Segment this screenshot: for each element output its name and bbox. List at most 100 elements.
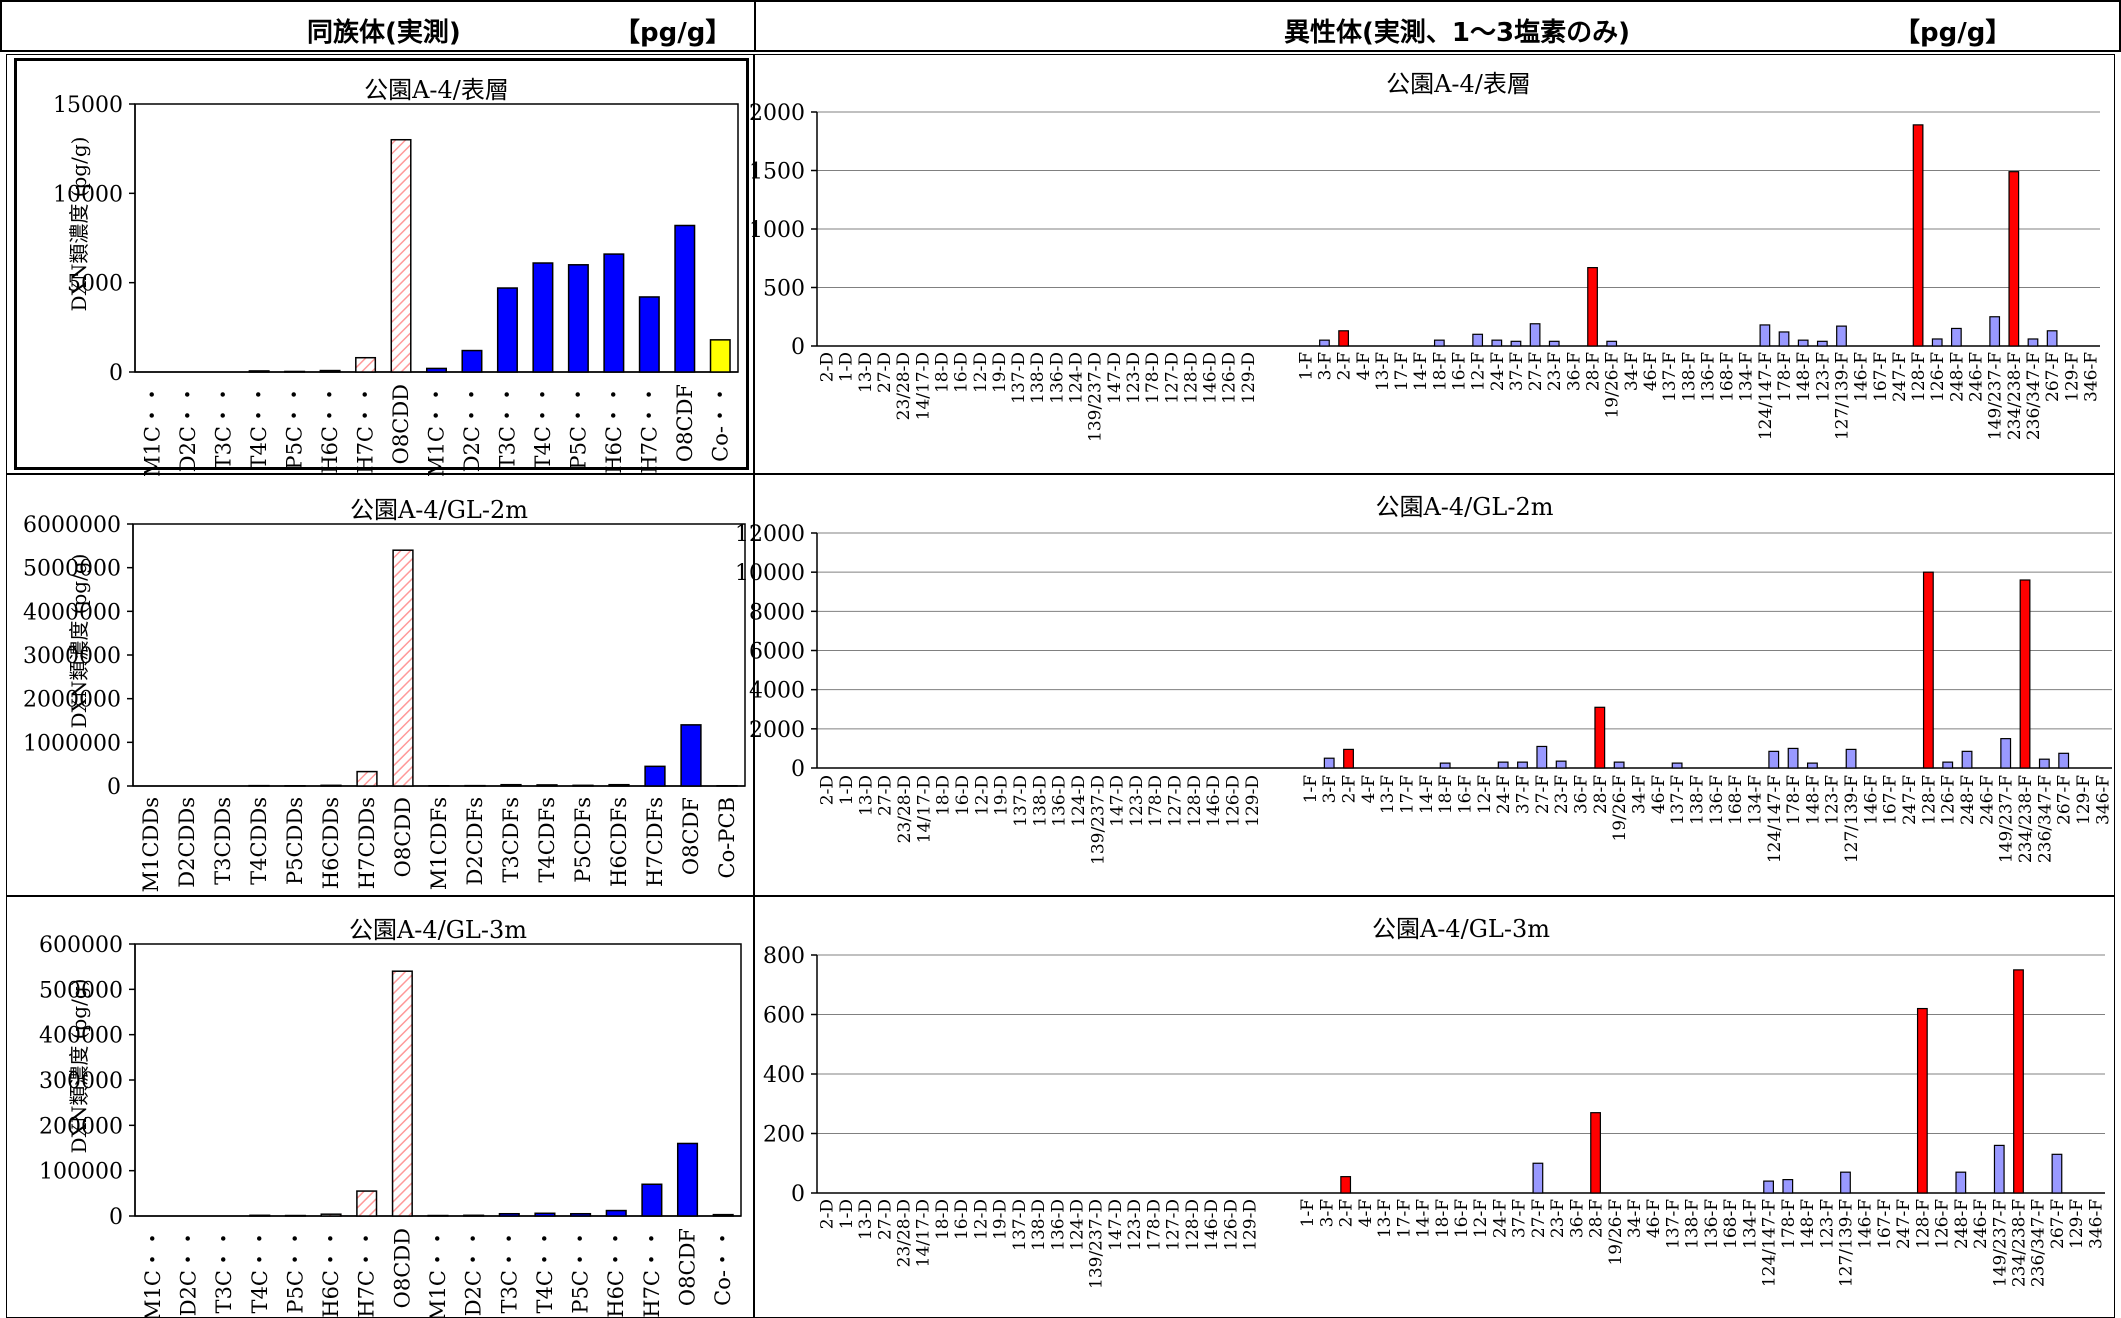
- isomer-chart-2-x-label: 37-F: [1513, 775, 1533, 814]
- isomer-chart-2-bar: [1613, 761, 1625, 769]
- homolog-chart-2-ytick-label: 5000000: [23, 557, 121, 582]
- homolog-header: 同族体(実測) 【pg/g】: [0, 0, 756, 52]
- isomer-chart-1-bar: [1797, 339, 1809, 347]
- isomer-chart-1-bar: [1529, 323, 1541, 347]
- isomer-chart-2-ytick-label: 2000: [749, 718, 805, 743]
- isomer-chart-2-ytick-label: 12000: [735, 522, 805, 547]
- isomer-chart-1-x-label: 236/347-F: [2024, 352, 2044, 440]
- isomer-chart-1-ytick-label: 2000: [749, 101, 805, 126]
- isomer-chart-3-x-label: 128-F: [1913, 1199, 1933, 1249]
- isomer-header: 異性体(実測、1～3塩素のみ) 【pg/g】: [754, 0, 2121, 52]
- homolog-chart-2-bar: [680, 724, 702, 787]
- isomer-chart-1-x-label: 267-F: [2043, 352, 2063, 402]
- homolog-chart-1-bar: [284, 370, 306, 373]
- isomer-chart-1-x-label: 128-F: [1909, 352, 1929, 402]
- isomer-chart-3-x-label: 127/139-F: [1836, 1199, 1856, 1287]
- homolog-chart-2-x-label: M1CDDs: [139, 797, 163, 892]
- homolog-header-title: 同族体(実測): [307, 18, 461, 48]
- homolog-chart-3-x-label: P5C・・: [283, 1228, 307, 1314]
- isomer-chart-3-x-label: 16-D: [952, 1199, 972, 1240]
- isomer-chart-1-x-label: 123-D: [1124, 352, 1144, 404]
- isomer-chart-2-x-label: 129-F: [2074, 775, 2094, 825]
- isomer-chart-2-x-label: 138-D: [1030, 775, 1050, 827]
- isomer-chart-1-x-label: 34-F: [1622, 352, 1642, 391]
- isomer-chart-1-bar: [1778, 331, 1790, 347]
- isomer-chart-3-x-label: 149/237-F: [1990, 1199, 2010, 1287]
- isomer-chart-2-x-label: 137-F: [1668, 775, 1688, 825]
- isomer-chart-3-x-label: 128-D: [1183, 1199, 1203, 1251]
- isomer-chart-2-bar: [1497, 761, 1509, 769]
- isomer-chart-2-bar: [1961, 750, 1973, 769]
- isomer-chart-2-bar: [1845, 748, 1857, 769]
- homolog-chart-2-x-label: Co-PCB: [715, 797, 739, 878]
- isomer-chart-2-x-label: 17-F: [1398, 775, 1418, 814]
- isomer-chart-2-x-label: 123-F: [1823, 775, 1843, 825]
- isomer-chart-2-x-label: 126-F: [1939, 775, 1959, 825]
- isomer-chart-2-x-label: 147-D: [1108, 775, 1128, 827]
- homolog-chart-2-x-label: H7CDDs: [355, 797, 379, 889]
- isomer-chart-1-bar: [1319, 339, 1330, 347]
- isomer-chart-3-bar: [1763, 1180, 1774, 1194]
- isomer-chart-1-x-label: 137-D: [1009, 352, 1029, 404]
- homolog-chart-3-x-label: H6C・・: [319, 1228, 343, 1318]
- isomer-chart-3-x-label: 14/17-D: [914, 1199, 934, 1267]
- isomer-chart-2-x-label: 3-F: [1320, 775, 1340, 804]
- homolog-chart-2-ytick-label: 3000000: [23, 644, 121, 669]
- homolog-chart-1-x-label: M1C・・: [425, 384, 449, 477]
- isomer-chart-1-x-label: 346-F: [2081, 352, 2101, 402]
- isomer-chart-1-x-label: 137-F: [1660, 352, 1680, 402]
- isomer-chart-2-x-label: 124/147-F: [1765, 775, 1785, 863]
- isomer-chart-1-bar: [1338, 330, 1349, 347]
- isomer-chart-1-x-label: 14/17-D: [913, 352, 933, 420]
- isomer-chart-1-x-label: 178-D: [1143, 352, 1163, 404]
- homolog-chart-1-x-label: O8CDF: [673, 384, 697, 462]
- homolog-chart-1-bar: [425, 367, 448, 373]
- isomer-chart-1-x-label: 27-F: [1526, 352, 1546, 391]
- homolog-chart-1-y-axis-label: DXN類濃度 (pg/g): [67, 137, 91, 312]
- homolog-chart-1-x-label: H6C・・: [318, 384, 342, 474]
- homolog-chart-3-bar: [391, 970, 413, 1217]
- isomer-chart-1-x-label: 12-D: [971, 352, 991, 393]
- isomer-chart-2-x-label: 246-F: [1977, 775, 1997, 825]
- isomer-chart-3-x-label: 147-D: [1106, 1199, 1126, 1251]
- homolog-chart-2-x-label: H6CDFs: [607, 797, 631, 887]
- isomer-chart-2-x-label: 138-F: [1687, 775, 1707, 825]
- homolog-chart-1-bar: [496, 287, 518, 373]
- isomer-chart-2-bar: [1942, 761, 1954, 769]
- isomer-chart-1-x-label: 146-F: [1852, 352, 1872, 402]
- isomer-chart-2-x-label: 127-D: [1166, 775, 1186, 827]
- isomer-chart-2-x-label: 236/347-F: [2035, 775, 2055, 863]
- isomer-chart-3-bar: [1532, 1162, 1544, 1194]
- isomer-chart-1-x-label: 178-F: [1775, 352, 1795, 402]
- isomer-chart-2-ytick-label: 0: [791, 757, 805, 782]
- isomer-chart-2-bar: [1555, 760, 1567, 769]
- isomer-chart-1-x-label: 129-D: [1239, 352, 1259, 404]
- homolog-chart-1-x-label: P5C・・: [566, 384, 590, 470]
- isomer-chart-2-x-label: 36-F: [1571, 775, 1591, 814]
- isomer-chart-2-title: 公園A-4/GL-2m: [1375, 493, 1553, 521]
- homolog-chart-1-x-label: D2C・・: [176, 384, 200, 472]
- isomer-chart-2-x-label: 12-D: [972, 775, 992, 816]
- isomer-chart-3-x-label: 19-D: [991, 1199, 1011, 1240]
- isomer-chart-3-x-label: 167-F: [1875, 1199, 1895, 1249]
- homolog-chart-1-x-label: P5C・・: [283, 384, 307, 470]
- isomer-chart-1-bar: [1912, 124, 1924, 347]
- isomer-chart-2-x-label: 136-D: [1050, 775, 1070, 827]
- isomer-chart-1-x-label: 16-F: [1450, 352, 1470, 391]
- isomer-chart-2-x-label: 346-F: [2093, 775, 2113, 825]
- homolog-chart-3-bar: [498, 1212, 520, 1217]
- isomer-chart-1-x-label: 2-D: [818, 352, 838, 382]
- isomer-chart-2-x-label: 16-F: [1456, 775, 1476, 814]
- isomer-chart-3-x-label: 134-F: [1740, 1199, 1760, 1249]
- homolog-chart-3-bar: [249, 1214, 271, 1217]
- homolog-chart-1-x-label: M1C・・: [141, 384, 165, 477]
- isomer-chart-2-x-label: 2-D: [818, 775, 838, 805]
- isomer-chart-3-x-label: 137-F: [1663, 1199, 1683, 1249]
- isomer-chart-2-x-label: 146-F: [1861, 775, 1881, 825]
- homolog-chart-3-x-label: M1C・・: [426, 1228, 450, 1318]
- isomer-chart-1-x-label: 138-F: [1679, 352, 1699, 402]
- isomer-chart-1-x-label: 1-D: [837, 352, 857, 382]
- homolog-chart-1-x-label: D2C・・: [460, 384, 484, 472]
- homolog-chart-1-x-label: T3C・・: [212, 384, 236, 469]
- homolog-chart-1-bar: [248, 370, 270, 373]
